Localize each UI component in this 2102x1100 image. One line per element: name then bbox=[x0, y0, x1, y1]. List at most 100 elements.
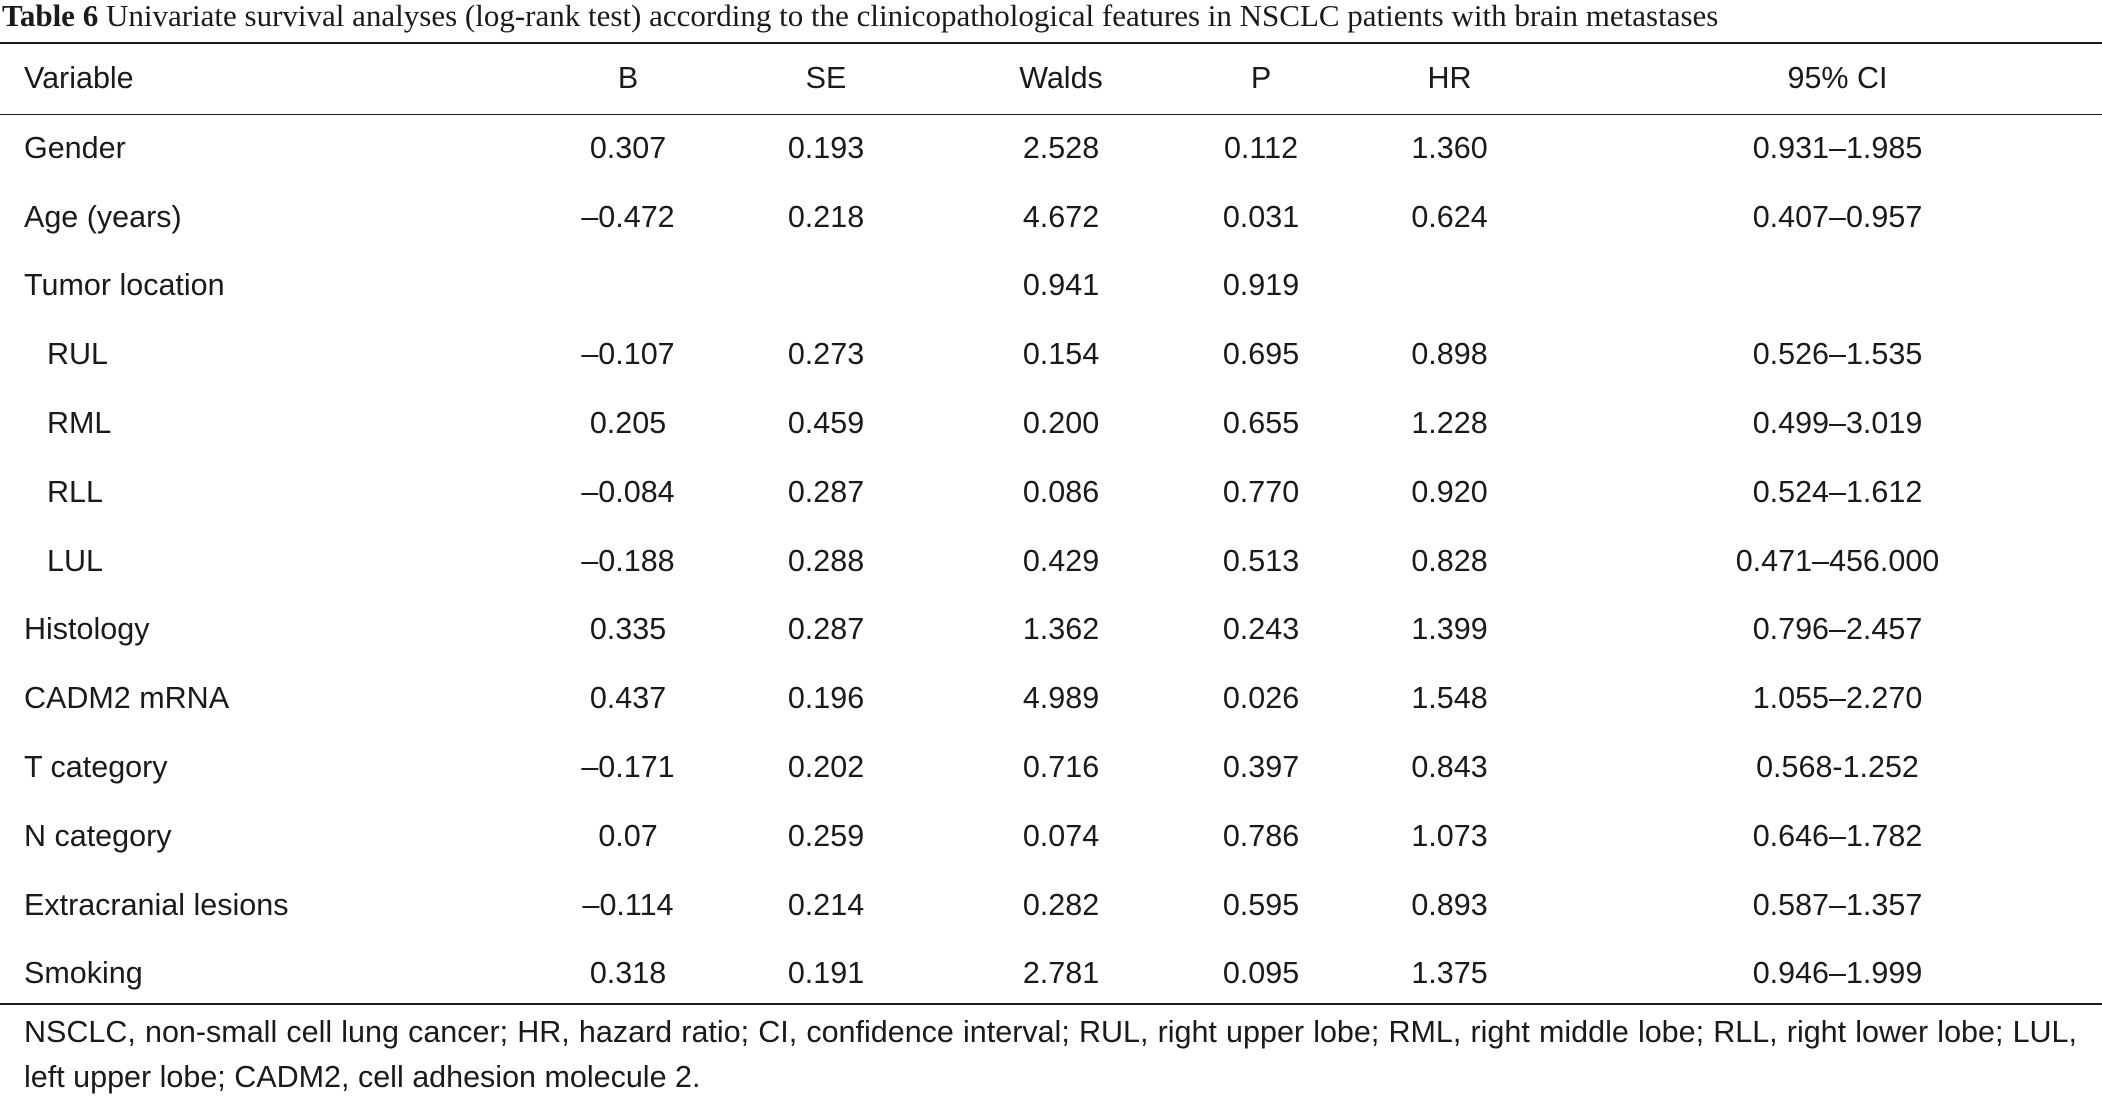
table-top-rule bbox=[0, 42, 2102, 44]
cell-walds: 2.528 bbox=[1022, 130, 1100, 165]
cell-ci: 0.526–1.535 bbox=[1752, 337, 1923, 372]
cell-p: 0.770 bbox=[1222, 474, 1300, 509]
cell-se: 0.202 bbox=[787, 750, 865, 785]
cell-b: 0.307 bbox=[589, 130, 667, 165]
cell-se bbox=[726, 252, 926, 321]
cell-hr: 1.073 bbox=[1411, 818, 1488, 853]
cell-b: –0.171 bbox=[581, 750, 675, 785]
table-body: Gender 0.307 0.193 2.528 0.112 1.360 0.931–1.9… bbox=[0, 114, 2102, 1008]
cell-se: 0.287 bbox=[787, 474, 865, 509]
cell-variable: N category bbox=[24, 818, 172, 853]
cell-variable: RLL bbox=[47, 474, 103, 509]
cell-p: 0.655 bbox=[1222, 406, 1300, 441]
cell-ci: 0.524–1.612 bbox=[1752, 474, 1923, 509]
cell-b: –0.114 bbox=[582, 887, 674, 922]
cell-p: 0.026 bbox=[1222, 681, 1300, 716]
cell-variable: Gender bbox=[24, 130, 126, 165]
cell-se: 0.273 bbox=[787, 337, 865, 372]
cell-se: 0.287 bbox=[787, 612, 865, 647]
table-row: Smoking 0.318 0.191 2.781 0.095 1.375 0.946–1.… bbox=[0, 940, 2102, 1009]
column-header-walds: Walds bbox=[1019, 61, 1103, 95]
cell-se: 0.459 bbox=[787, 406, 865, 441]
cell-ci bbox=[1573, 252, 2102, 321]
cell-ci: 0.568-1.252 bbox=[1756, 750, 1919, 785]
cell-hr: 0.843 bbox=[1411, 750, 1488, 785]
cell-hr: 0.920 bbox=[1411, 474, 1488, 509]
cell-ci: 1.055–2.270 bbox=[1752, 681, 1923, 716]
cell-walds: 0.200 bbox=[1022, 406, 1100, 441]
cell-walds: 0.282 bbox=[1022, 887, 1100, 922]
cell-walds: 2.781 bbox=[1022, 956, 1100, 991]
cell-b: –0.472 bbox=[581, 199, 675, 234]
cell-hr: 1.399 bbox=[1411, 612, 1488, 647]
cell-ci: 0.407–0.957 bbox=[1752, 199, 1923, 234]
table-row: Age (years) –0.472 0.218 4.672 0.031 0.624 0.4… bbox=[0, 183, 2102, 252]
cell-variable: RUL bbox=[47, 337, 109, 372]
cell-variable: T category bbox=[24, 750, 168, 785]
table-row: RUL –0.107 0.273 0.154 0.695 0.898 0.526–1.535 bbox=[0, 320, 2102, 389]
cell-b: 0.07 bbox=[598, 818, 658, 853]
cell-walds: 0.154 bbox=[1022, 337, 1100, 372]
cell-b bbox=[530, 252, 726, 321]
table-row: CADM2 mRNA 0.437 0.196 4.989 0.026 1.548 1.055… bbox=[0, 664, 2102, 733]
table-bottom-rule bbox=[0, 1003, 2102, 1005]
cell-hr: 1.548 bbox=[1411, 681, 1488, 716]
table-row: RLL –0.084 0.287 0.086 0.770 0.920 0.524–1.612 bbox=[0, 458, 2102, 527]
cell-se: 0.259 bbox=[787, 818, 865, 853]
cell-hr bbox=[1326, 252, 1573, 321]
table-caption-label: Table 6 bbox=[2, 0, 99, 33]
cell-b: 0.335 bbox=[589, 612, 667, 647]
cell-variable: CADM2 mRNA bbox=[24, 681, 230, 716]
cell-p: 0.919 bbox=[1222, 268, 1300, 303]
cell-ci: 0.796–2.457 bbox=[1752, 612, 1923, 647]
table-footnote: NSCLC, non-small cell lung cancer; HR, h… bbox=[24, 1015, 2077, 1094]
table-row: LUL –0.188 0.288 0.429 0.513 0.828 0.471–456.0… bbox=[0, 527, 2102, 596]
cell-walds: 0.716 bbox=[1022, 750, 1100, 785]
cell-p: 0.595 bbox=[1222, 887, 1300, 922]
cell-hr: 1.360 bbox=[1411, 130, 1488, 165]
cell-ci: 0.499–3.019 bbox=[1752, 406, 1923, 441]
cell-hr: 0.624 bbox=[1411, 199, 1488, 234]
cell-hr: 0.893 bbox=[1411, 887, 1488, 922]
cell-walds: 0.086 bbox=[1022, 474, 1100, 509]
table-row: T category –0.171 0.202 0.716 0.397 0.843 0.56… bbox=[0, 733, 2102, 802]
survival-analysis-table: Variable B SE Walds P HR 95% CI Gender 0.… bbox=[0, 43, 2102, 1008]
column-header-se: SE bbox=[805, 61, 847, 95]
cell-p: 0.031 bbox=[1222, 199, 1300, 234]
cell-variable: Histology bbox=[24, 612, 150, 647]
cell-hr: 1.375 bbox=[1411, 956, 1488, 991]
cell-se: 0.214 bbox=[787, 887, 865, 922]
cell-p: 0.786 bbox=[1222, 818, 1300, 853]
table-caption-text: Univariate survival analyses (log-rank t… bbox=[105, 0, 1719, 33]
cell-variable: Age (years) bbox=[24, 199, 182, 234]
cell-walds: 1.362 bbox=[1022, 612, 1100, 647]
cell-p: 0.095 bbox=[1222, 956, 1300, 991]
cell-se: 0.191 bbox=[787, 956, 865, 991]
table-header-row: Variable B SE Walds P HR 95% CI bbox=[0, 43, 2102, 114]
column-header-p: P bbox=[1250, 61, 1272, 95]
cell-p: 0.397 bbox=[1222, 750, 1300, 785]
cell-ci: 0.946–1.999 bbox=[1752, 956, 1923, 991]
cell-variable: LUL bbox=[47, 543, 103, 578]
table-row: Tumor location 0.941 0.919 bbox=[0, 252, 2102, 321]
cell-hr: 0.898 bbox=[1411, 337, 1488, 372]
cell-ci: 0.471–456.000 bbox=[1735, 543, 1940, 578]
cell-p: 0.513 bbox=[1222, 543, 1300, 578]
cell-se: 0.193 bbox=[787, 130, 865, 165]
cell-se: 0.218 bbox=[787, 199, 865, 234]
cell-variable: Tumor location bbox=[24, 268, 225, 303]
cell-ci: 0.587–1.357 bbox=[1752, 887, 1923, 922]
table-row: Gender 0.307 0.193 2.528 0.112 1.360 0.931–1.9… bbox=[0, 114, 2102, 183]
cell-variable: Extracranial lesions bbox=[24, 887, 289, 922]
table-row: RML 0.205 0.459 0.200 0.655 1.228 0.499–3.019 bbox=[0, 389, 2102, 458]
table-row: N category 0.07 0.259 0.074 0.786 1.073 0.646–… bbox=[0, 802, 2102, 871]
cell-p: 0.695 bbox=[1222, 337, 1300, 372]
cell-walds: 4.672 bbox=[1022, 199, 1100, 234]
cell-se: 0.288 bbox=[787, 543, 865, 578]
cell-se: 0.196 bbox=[787, 681, 865, 716]
table-header-rule bbox=[0, 114, 2102, 115]
cell-ci: 0.931–1.985 bbox=[1752, 130, 1923, 165]
cell-walds: 0.074 bbox=[1022, 818, 1100, 853]
cell-walds: 0.941 bbox=[1022, 268, 1100, 303]
cell-hr: 0.828 bbox=[1411, 543, 1488, 578]
